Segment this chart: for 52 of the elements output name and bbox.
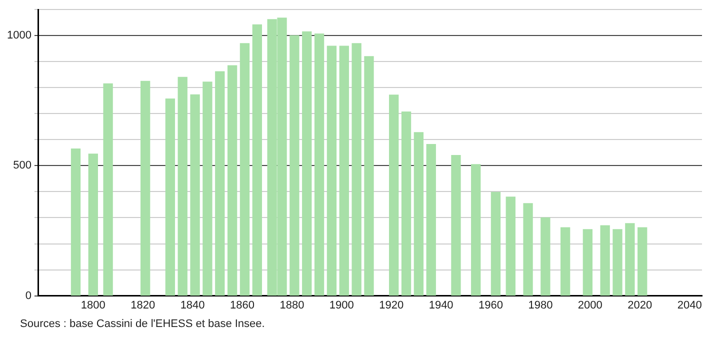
bar <box>364 56 374 296</box>
source-note: Sources : base Cassini de l'EHESS et base Insee. <box>20 318 265 330</box>
bar <box>540 217 550 296</box>
bar <box>451 154 461 296</box>
bar <box>389 94 399 296</box>
y-tick-label: 0 <box>25 290 32 302</box>
bar <box>471 164 481 296</box>
bar <box>240 43 250 296</box>
x-tick-label: 1880 <box>280 299 304 312</box>
bar <box>88 154 98 296</box>
x-tick-label: 2000 <box>578 299 602 312</box>
bar <box>70 148 81 296</box>
bar <box>290 35 300 296</box>
bar <box>401 112 412 296</box>
bar <box>339 46 349 296</box>
bar <box>202 82 212 296</box>
x-tick-label: 1800 <box>80 299 106 312</box>
bar <box>638 227 648 296</box>
x-tick-label: 1920 <box>379 299 404 312</box>
x-tick-label: 1900 <box>329 299 354 312</box>
x-tick-label: 1860 <box>230 299 254 312</box>
bar <box>302 31 312 296</box>
x-tick-label: 2020 <box>628 299 652 312</box>
x-tick-label: 2040 <box>677 299 702 312</box>
bar <box>625 223 635 296</box>
bar <box>178 76 188 296</box>
bar <box>414 132 424 296</box>
bar <box>252 24 262 296</box>
bar <box>314 33 324 296</box>
bar <box>352 43 362 296</box>
bar <box>326 46 337 296</box>
bar <box>426 144 436 296</box>
x-tick-label: 1980 <box>528 299 553 312</box>
x-tick-label: 1960 <box>478 299 504 312</box>
x-tick-label: 1820 <box>130 299 156 312</box>
bar <box>506 196 516 296</box>
y-tick-label: 1000 <box>6 30 32 42</box>
x-tick-label: 1840 <box>180 299 205 312</box>
bar <box>103 83 113 296</box>
x-tick-label: 1940 <box>428 299 454 312</box>
bar <box>600 225 610 296</box>
bar <box>215 71 225 296</box>
bar <box>490 192 501 296</box>
bar <box>227 65 238 296</box>
y-tick-label: 500 <box>13 160 32 172</box>
bar <box>523 203 533 296</box>
bar <box>165 98 176 296</box>
bar <box>612 229 622 296</box>
bar <box>560 227 570 296</box>
bar <box>190 94 200 296</box>
bar <box>140 80 150 296</box>
bar <box>582 229 593 296</box>
